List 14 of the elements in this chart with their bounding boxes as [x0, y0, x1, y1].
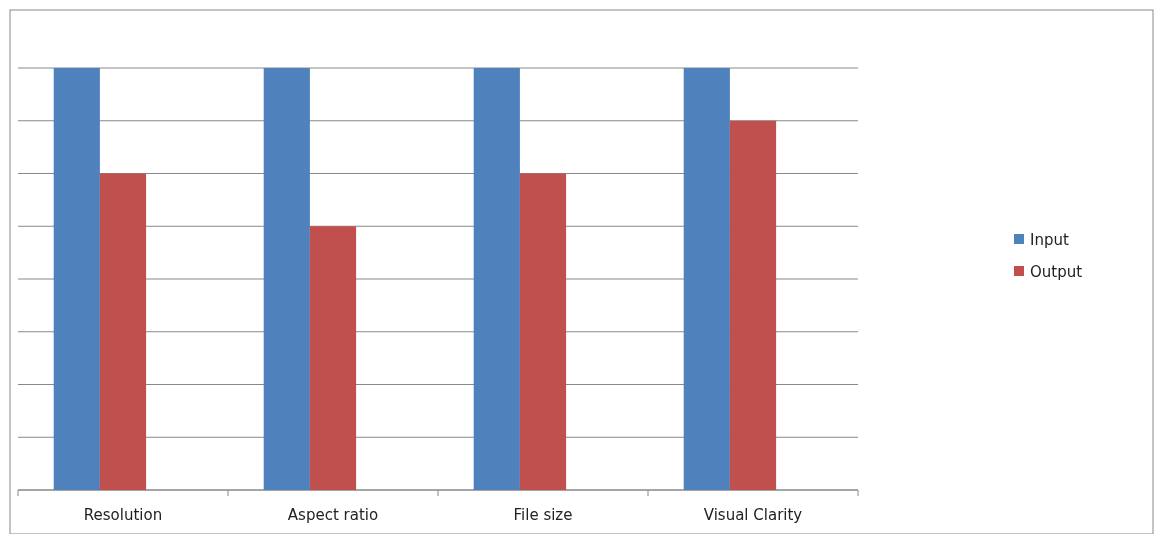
x-tick-label: Aspect ratio	[287, 506, 379, 524]
legend-label: Input	[1030, 231, 1069, 249]
x-tick-label: Resolution	[83, 506, 163, 524]
bar	[473, 68, 520, 490]
bar	[519, 173, 567, 490]
bar	[99, 173, 147, 490]
legend-label: Output	[1030, 263, 1083, 281]
bar	[683, 68, 730, 490]
bar	[309, 226, 357, 490]
x-tick-label: File size	[513, 506, 573, 524]
bar	[263, 68, 310, 490]
bar	[53, 68, 100, 490]
bar	[729, 120, 777, 490]
x-tick-label: Visual Clarity	[703, 506, 803, 524]
